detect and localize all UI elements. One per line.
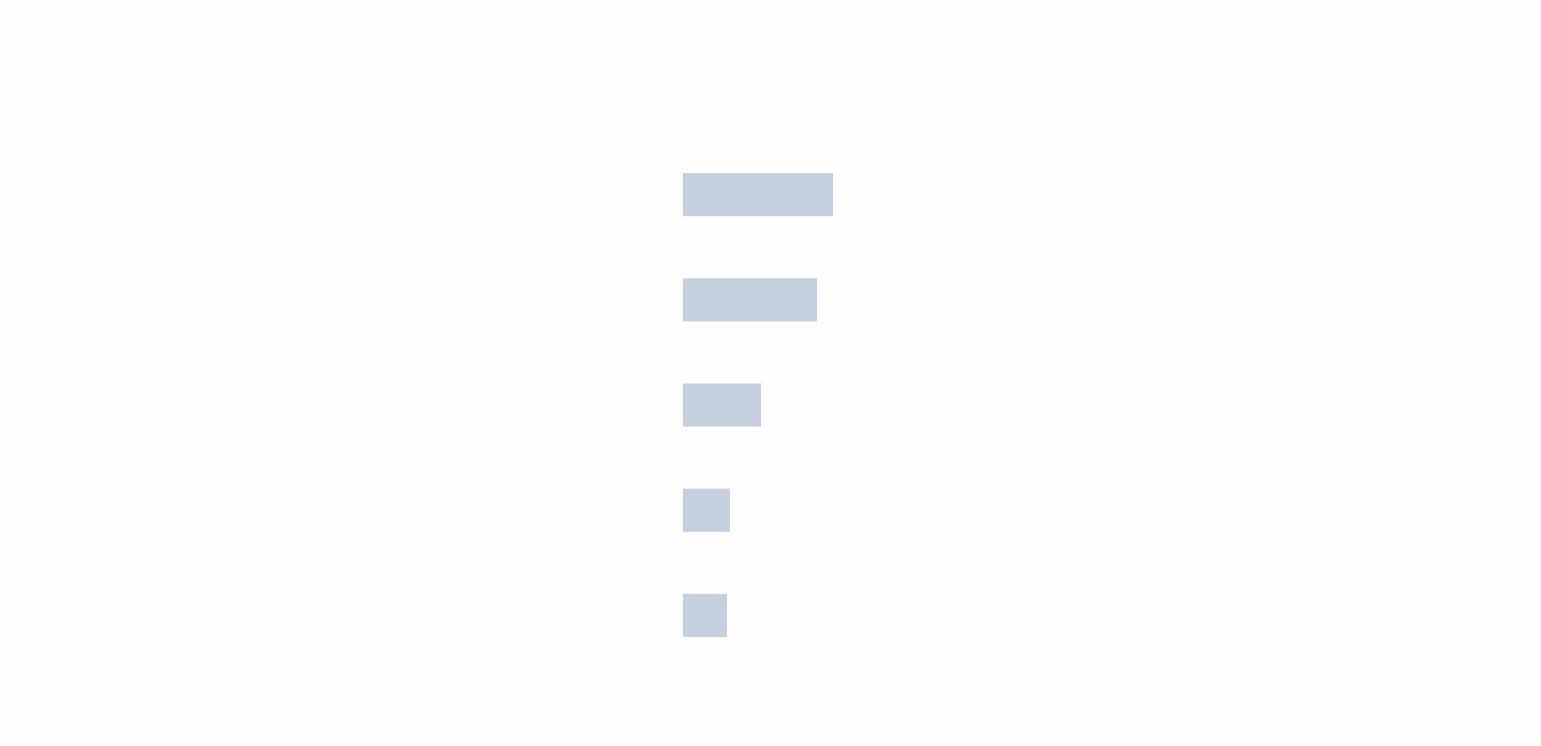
bar	[683, 383, 761, 427]
bar	[683, 278, 817, 322]
bar	[683, 173, 833, 217]
bar	[683, 593, 727, 637]
bar	[683, 488, 730, 532]
